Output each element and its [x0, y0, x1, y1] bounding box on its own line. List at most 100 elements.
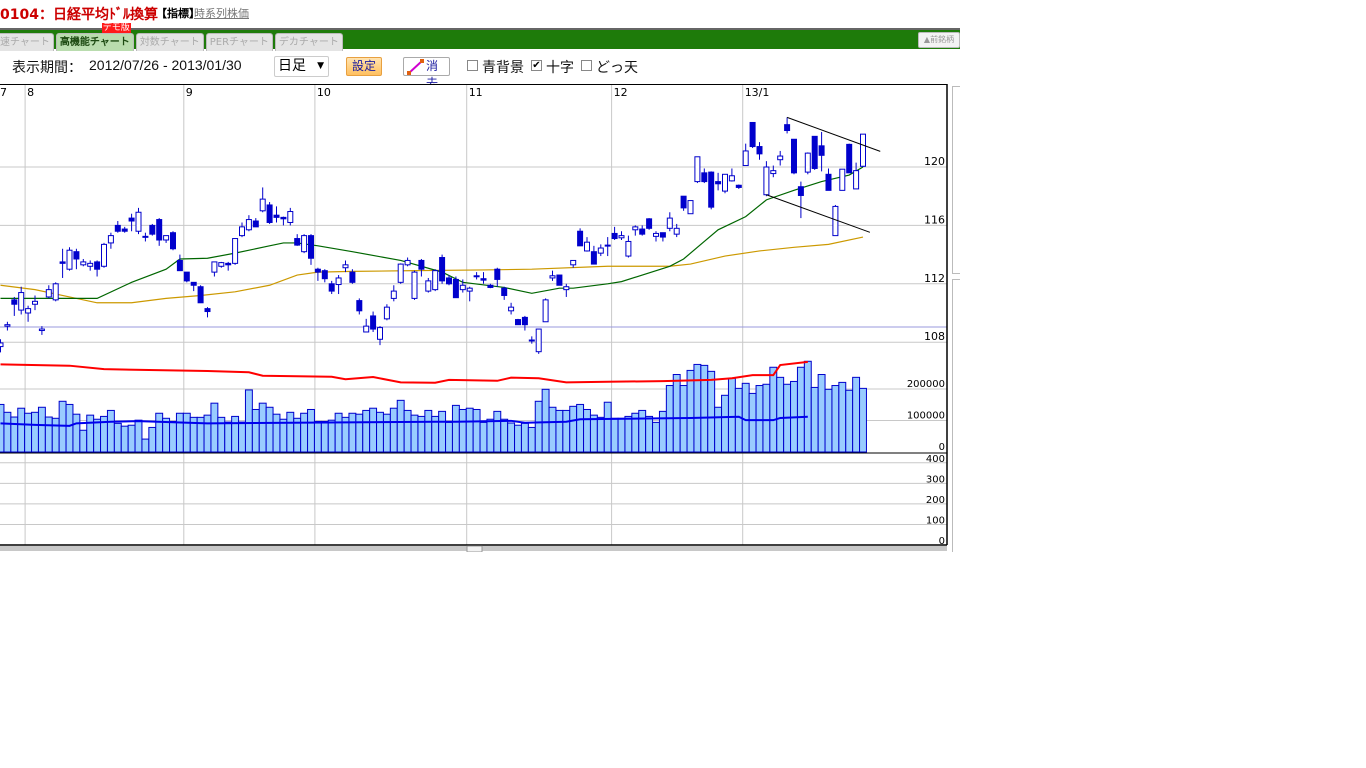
candle-body: [528, 339, 535, 342]
candle-body: [273, 214, 280, 218]
volume-bar: [3, 411, 12, 453]
volume-bar: [37, 406, 46, 453]
volume-bar: [106, 409, 115, 453]
candle-body: [508, 306, 515, 312]
volume-bar: [10, 416, 19, 453]
volume-bar: [320, 420, 329, 453]
candlestick: [694, 156, 701, 184]
volume-bar: [472, 408, 481, 453]
candle-body: [397, 263, 404, 283]
volume-bar: [313, 420, 322, 453]
volume-bar: [645, 415, 654, 453]
candle-body: [466, 287, 473, 292]
tab-fast-chart[interactable]: 高速チャート: [0, 33, 54, 51]
candle-body: [308, 235, 314, 259]
candlestick: [825, 168, 832, 191]
candlestick: [397, 263, 404, 284]
candlestick: [308, 234, 314, 265]
trendline: [786, 116, 881, 152]
candlestick: [632, 225, 639, 236]
volume-bar: [79, 429, 88, 453]
candle-body: [701, 172, 708, 183]
candlestick: [742, 143, 749, 167]
candlestick: [508, 302, 515, 315]
tab-large-chart[interactable]: デカチャート: [274, 33, 343, 51]
dotten-checkbox[interactable]: [581, 60, 592, 71]
volume-bar: [348, 412, 357, 453]
candle-body: [176, 259, 183, 272]
candle-body: [535, 328, 542, 353]
blue-background-checkbox[interactable]: [467, 60, 478, 71]
volume-bar: [817, 374, 826, 453]
candle-body: [715, 181, 722, 185]
candlestick: [314, 267, 321, 281]
candle-body: [770, 170, 777, 175]
page-title: 0104：日経平均ﾄﾞﾙ換算: [0, 7, 158, 23]
volume-bar: [569, 405, 578, 453]
prev-symbol-button[interactable]: ▲前銘柄: [918, 32, 960, 48]
volume-bar: [824, 388, 833, 453]
candle-body: [632, 226, 639, 231]
candlestick: [542, 298, 549, 323]
dotten-label: どっ天: [596, 60, 638, 76]
volume-bar: [810, 386, 819, 453]
volume-bar: [734, 387, 743, 453]
month-label: 13/1: [745, 86, 770, 99]
candle-body: [839, 168, 846, 191]
candlestick: [163, 235, 170, 243]
candle-body: [749, 121, 756, 148]
candlestick: [4, 321, 11, 331]
candle-body: [625, 240, 632, 257]
timeseries-link[interactable]: 時系列株価: [194, 7, 249, 20]
volume-bar: [44, 416, 53, 453]
candlestick: [459, 279, 466, 293]
volume-tick-label: 200000: [907, 379, 945, 390]
volume-bar: [86, 414, 95, 453]
candle-body: [604, 244, 611, 247]
candle-body: [742, 150, 749, 167]
candle-body: [618, 235, 625, 239]
candle-body: [653, 232, 659, 237]
candle-body: [128, 217, 135, 222]
volume-bar: [562, 409, 571, 453]
volume-bar: [65, 403, 74, 453]
volume-bar: [127, 424, 136, 453]
candle-body: [784, 124, 791, 131]
candle-body: [811, 135, 818, 169]
candle-body: [542, 299, 549, 323]
candlestick: [418, 258, 425, 277]
clear-button[interactable]: 消去: [403, 57, 450, 90]
set-button[interactable]: 設定: [346, 57, 382, 76]
interval-select[interactable]: 日足 ▼: [274, 56, 329, 77]
candlestick: [556, 274, 563, 286]
candlestick: [18, 286, 25, 315]
sub-tick-label: 300: [926, 474, 945, 485]
candle-body: [577, 230, 584, 247]
volume-bar: [721, 394, 729, 453]
stock-chart[interactable]: 7 8 9 10 11 12 13/1120116112108200000100000040…: [0, 84, 952, 552]
candlestick: [756, 142, 763, 160]
candlestick: [494, 267, 501, 287]
candlestick: [728, 168, 735, 182]
tab-per-chart[interactable]: PERチャート: [205, 33, 273, 51]
candle-body: [818, 145, 825, 156]
tab-log-chart[interactable]: 対数チャート: [135, 33, 204, 51]
candle-body: [756, 146, 763, 155]
candle-body: [321, 270, 328, 280]
volume-bar: [624, 415, 633, 453]
candle-body: [135, 211, 142, 232]
candle-body: [432, 270, 439, 291]
candlestick: [32, 295, 38, 311]
crosshair-checkbox[interactable]: ✔: [531, 60, 542, 71]
tab-advanced-chart[interactable]: 高機能チャート デモ版: [55, 23, 134, 51]
volume-bar: [231, 415, 240, 453]
volume-bar: [831, 385, 840, 453]
candle-body: [777, 155, 784, 161]
candle-body: [80, 261, 87, 266]
scrollbar-thumb[interactable]: [466, 545, 483, 552]
candlestick: [425, 277, 432, 293]
candle-body: [549, 275, 556, 279]
candle-body: [377, 327, 383, 340]
candlestick: [528, 336, 535, 344]
volume-bar: [169, 420, 177, 453]
